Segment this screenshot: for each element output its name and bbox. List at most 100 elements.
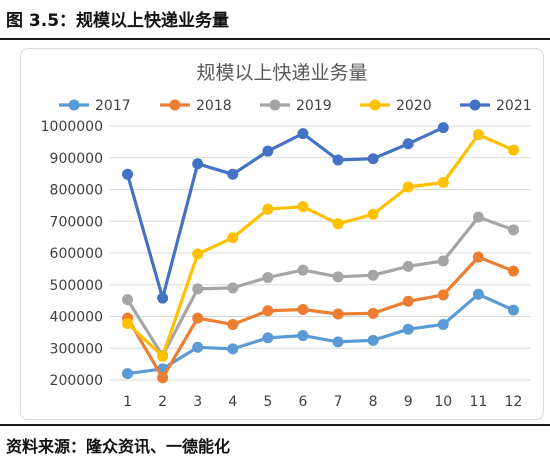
series-2018 — [122, 251, 519, 384]
data-point — [297, 304, 309, 316]
data-point — [192, 341, 204, 353]
legend-swatch-marker — [369, 99, 381, 111]
legend-label: 2021 — [496, 98, 532, 114]
legend-item: 2017 — [59, 98, 131, 114]
data-point — [297, 201, 309, 213]
data-point — [297, 128, 309, 140]
data-point — [402, 260, 414, 272]
data-point — [297, 330, 309, 342]
data-point — [332, 308, 344, 320]
x-tick-label: 12 — [505, 394, 523, 410]
legend-item: 2021 — [460, 98, 532, 114]
data-point — [437, 122, 449, 134]
y-tick-label: 200000 — [50, 373, 103, 389]
data-point — [367, 208, 379, 220]
y-tick-label: 300000 — [50, 341, 103, 357]
data-point — [472, 251, 484, 263]
x-tick-label: 8 — [369, 394, 378, 410]
data-point — [227, 318, 239, 330]
data-point — [437, 255, 449, 267]
x-tick-label: 4 — [228, 394, 237, 410]
legend-item: 2020 — [360, 98, 432, 114]
x-tick-label: 10 — [434, 394, 452, 410]
data-point — [157, 292, 169, 304]
x-axis-ticks: 1 2 3 4 5 6 7 8 9 10 11 12 — [123, 394, 522, 410]
y-tick-label: 1000000 — [41, 119, 103, 135]
data-point — [437, 318, 449, 330]
data-point — [332, 271, 344, 283]
legend-item: 2018 — [160, 98, 232, 114]
x-tick-label: 7 — [334, 394, 343, 410]
data-point — [122, 317, 134, 329]
x-tick-label: 3 — [193, 394, 202, 410]
legend-label: 2017 — [95, 98, 131, 114]
data-point — [402, 323, 414, 335]
legend-label: 2020 — [396, 98, 432, 114]
data-point — [262, 305, 274, 317]
x-tick-label: 2 — [158, 394, 167, 410]
data-point — [192, 283, 204, 295]
data-point — [122, 168, 134, 180]
data-point — [367, 153, 379, 165]
data-point — [507, 265, 519, 277]
series-line — [125, 126, 444, 300]
series-2020 — [122, 129, 519, 362]
data-point — [157, 372, 169, 384]
legend-swatch-marker — [68, 99, 80, 111]
bottom-rule — [0, 424, 550, 426]
data-point — [227, 282, 239, 294]
data-point — [402, 138, 414, 150]
y-tick-label: 500000 — [50, 278, 103, 294]
series-2017 — [122, 288, 519, 380]
data-point — [122, 294, 134, 306]
series-line — [126, 255, 515, 380]
data-point — [437, 289, 449, 301]
y-tick-label: 800000 — [50, 183, 103, 199]
data-point — [227, 343, 239, 355]
data-point — [472, 211, 484, 223]
series-2021 — [122, 122, 449, 304]
data-point — [402, 295, 414, 307]
data-point — [332, 218, 344, 230]
x-tick-label: 1 — [123, 394, 132, 410]
series-line — [126, 215, 515, 358]
series-line — [127, 292, 515, 376]
data-point — [507, 224, 519, 236]
line-chart: 规模以上快递业务量 2017 2018 2019 2020 2021 200000 300… — [41, 62, 532, 410]
x-tick-label: 6 — [298, 394, 307, 410]
data-point — [157, 350, 169, 362]
source-note: 资料来源：隆众资讯、一德能化 — [6, 437, 231, 456]
x-tick-label: 9 — [404, 394, 413, 410]
data-point — [192, 158, 204, 170]
top-rule — [0, 38, 550, 40]
legend-label: 2019 — [296, 98, 332, 114]
data-point — [227, 232, 239, 244]
y-tick-label: 700000 — [50, 214, 103, 230]
legend-swatch-marker — [169, 99, 181, 111]
legend-label: 2018 — [196, 98, 232, 114]
data-point — [227, 168, 239, 180]
legend-item: 2019 — [260, 98, 332, 114]
x-tick-label: 11 — [469, 394, 487, 410]
data-point — [262, 145, 274, 157]
chart-title: 规模以上快递业务量 — [196, 62, 367, 84]
data-point — [332, 336, 344, 348]
data-point — [297, 264, 309, 276]
y-tick-label: 600000 — [50, 246, 103, 262]
legend-swatch-marker — [269, 99, 281, 111]
data-point — [192, 312, 204, 324]
data-point — [262, 332, 274, 344]
data-point — [332, 154, 344, 166]
data-point — [367, 269, 379, 281]
y-tick-label: 900000 — [50, 151, 103, 167]
data-point — [262, 203, 274, 215]
data-point — [122, 368, 134, 380]
data-point — [507, 144, 519, 156]
data-point — [472, 129, 484, 141]
y-axis-ticks: 200000 300000 400000 500000 600000 700000 8000… — [41, 119, 103, 389]
x-tick-label: 5 — [263, 394, 272, 410]
data-point — [367, 307, 379, 319]
legend-swatch-marker — [469, 99, 481, 111]
chart-panel: 规模以上快递业务量 2017 2018 2019 2020 2021 200000 300… — [20, 48, 544, 420]
figure-caption: 图 3.5：规模以上快递业务量 — [6, 11, 230, 31]
